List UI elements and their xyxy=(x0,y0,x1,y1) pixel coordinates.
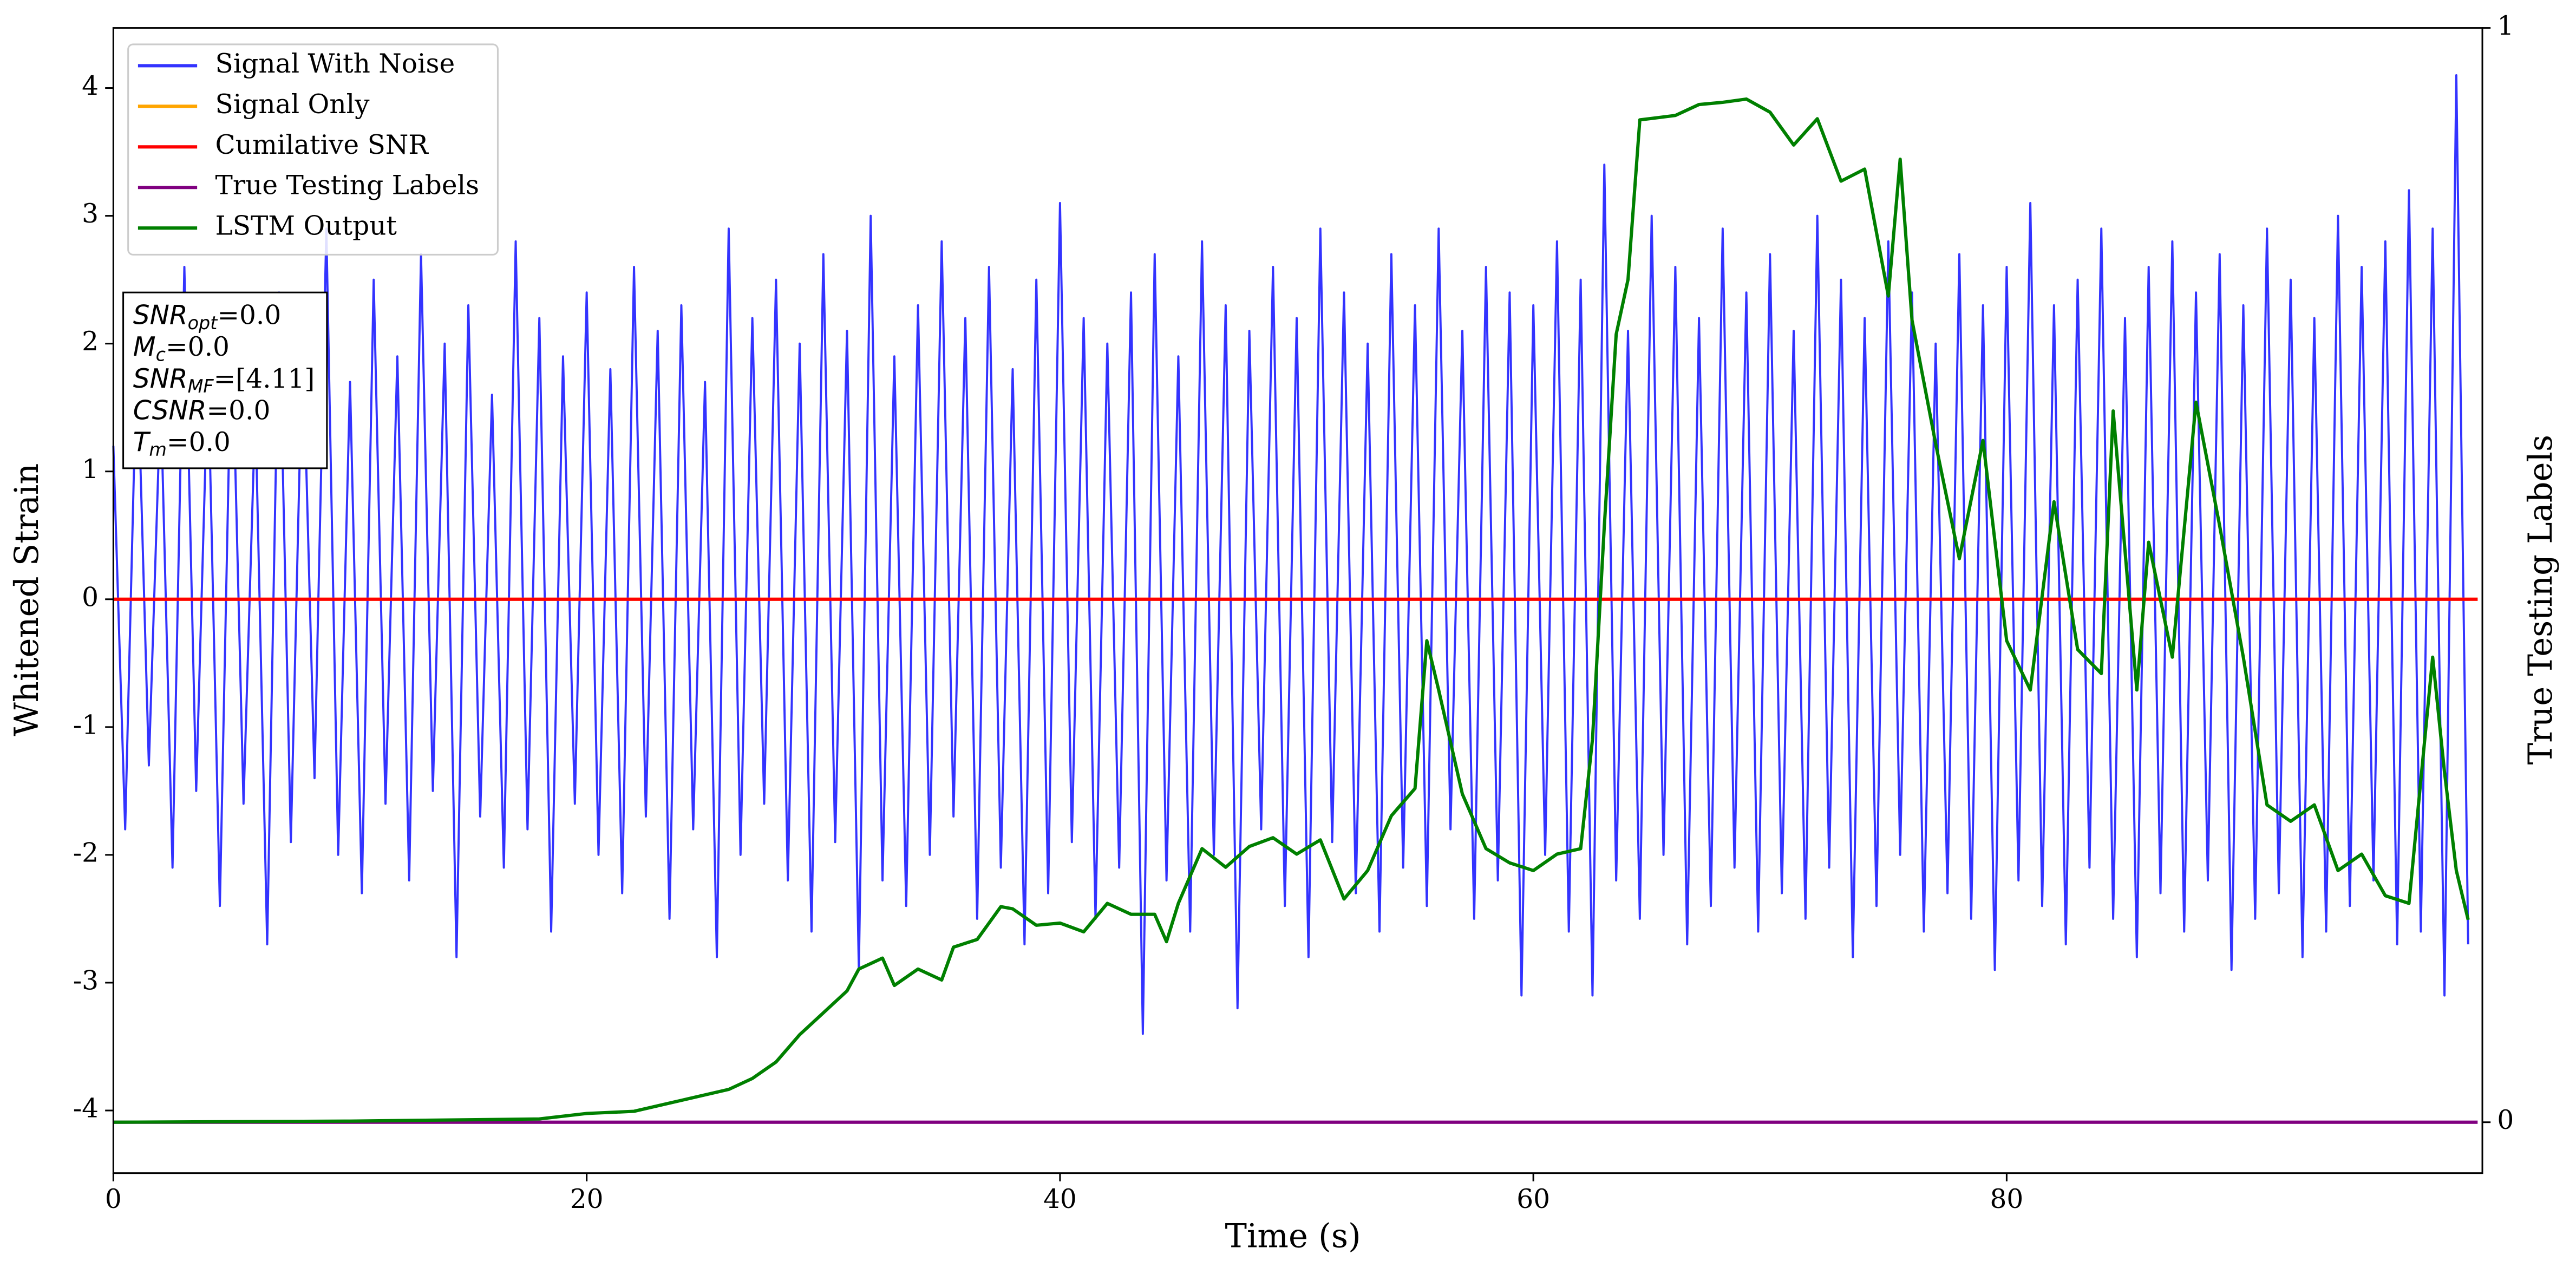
annotation-line: CSNR=0.0 xyxy=(133,395,271,426)
legend-label: Cumilative SNR xyxy=(215,130,429,160)
annotation-symbol: M xyxy=(133,332,156,362)
x-tick-label: 20 xyxy=(570,1184,604,1214)
x-tick-label: 0 xyxy=(105,1184,122,1214)
annotation-line: Tm=0.0 xyxy=(133,427,231,460)
x-axis-label: Time (s) xyxy=(1225,1218,1361,1256)
y2-axis-label: True Testing Labels xyxy=(2522,435,2560,765)
y-tick-label: -2 xyxy=(73,838,99,868)
x-tick-label: 60 xyxy=(1516,1184,1550,1214)
annotation-subscript: m xyxy=(149,439,166,460)
y-tick-label: 1 xyxy=(82,454,99,485)
x-tick-label: 40 xyxy=(1043,1184,1077,1214)
legend-box xyxy=(127,43,499,256)
annotation-line: Mc=0.0 xyxy=(133,332,230,365)
annotation-value: =[4.11] xyxy=(214,363,315,394)
annotation-subscript: opt xyxy=(188,312,219,333)
annotation-value: =0.0 xyxy=(217,300,281,330)
y2-tick-label: 1 xyxy=(2497,11,2514,41)
y-tick-label: -1 xyxy=(73,710,99,740)
y-axis-label: Whitened Strain xyxy=(8,463,46,736)
y-tick-label: -3 xyxy=(73,965,99,996)
legend-label: Signal With Noise xyxy=(215,49,455,79)
annotation: SNRopt=0.0Mc=0.0SNRMF=[4.11]CSNR=0.0Tm=0… xyxy=(122,291,328,469)
y-tick-label: -4 xyxy=(73,1094,99,1124)
y-tick-label: 0 xyxy=(82,582,99,612)
annotation-subscript: c xyxy=(156,344,166,365)
annotation-symbol: CSNR xyxy=(133,395,207,426)
annotation-line: SNRopt=0.0 xyxy=(133,300,281,333)
annotation-value: =0.0 xyxy=(206,395,270,426)
annotation-symbol: SNR xyxy=(133,364,188,394)
legend-label: True Testing Labels xyxy=(215,171,480,201)
legend: Signal With Noise Signal Only Cumilative S… xyxy=(127,43,499,256)
annotation-value: =0.0 xyxy=(166,332,230,362)
annotation-box xyxy=(122,291,328,469)
plot-area xyxy=(112,74,2478,1124)
y-tick-label: 2 xyxy=(82,326,99,357)
annotation-symbol: T xyxy=(133,427,151,458)
y2-tick-label: 0 xyxy=(2497,1105,2514,1135)
series-line xyxy=(112,74,2469,1035)
series-line xyxy=(113,97,2470,1124)
annotation-symbol: SNR xyxy=(133,300,188,331)
x-tick-label: 80 xyxy=(1990,1184,2024,1214)
y-tick-label: 4 xyxy=(82,71,99,101)
annotation-line: SNRMF=[4.11] xyxy=(133,363,315,396)
y-tick-label: 3 xyxy=(82,199,99,229)
axes-frame xyxy=(112,27,2483,1174)
legend-label: Signal Only xyxy=(215,89,370,120)
annotation-value: =0.0 xyxy=(167,427,231,457)
annotation-subscript: MF xyxy=(188,375,214,396)
legend-label: LSTM Output xyxy=(215,211,397,241)
